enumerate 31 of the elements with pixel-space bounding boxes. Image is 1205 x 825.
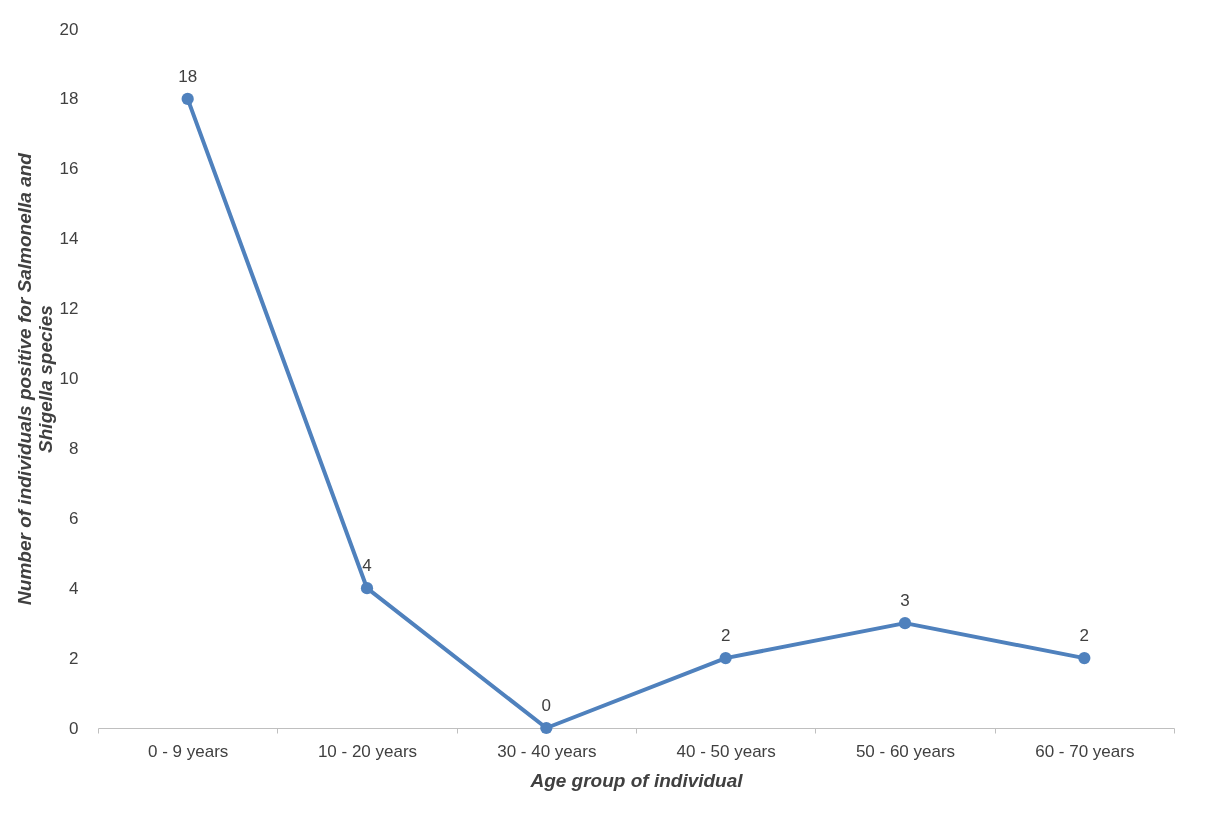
x-tick-label: 50 - 60 years (855, 741, 956, 761)
x-tick-label: 0 - 9 years (148, 741, 229, 761)
y-tick-label: 8 (69, 438, 79, 458)
data-label: 18 (178, 66, 198, 86)
y-axis-title: Number of individuals positive for Salmonella and Shigella species (13, 152, 56, 605)
y-tick-label: 2 (69, 648, 79, 668)
data-label: 0 (541, 696, 552, 715)
y-tick-label: 6 (69, 508, 79, 528)
x-tick-label: 60 - 70 years (1035, 741, 1135, 761)
data-label: 3 (900, 591, 910, 611)
y-tick-label: 18 (59, 89, 79, 109)
point (719, 651, 732, 665)
point (540, 721, 553, 735)
data-label: 4 (362, 556, 372, 576)
y-tick-label: 10 (59, 369, 79, 388)
y-tick-label: 16 (59, 159, 79, 179)
data-label: 2 (1079, 626, 1090, 646)
point (1078, 651, 1091, 665)
y-tick-label: 12 (59, 299, 79, 319)
y-tick-label: 14 (59, 229, 79, 249)
point (360, 582, 374, 595)
x-tick-label: 10 - 20 years (317, 741, 418, 761)
x-tick-label: 30 - 40 years (497, 741, 597, 761)
x-tick-label: 40 - 50 years (676, 741, 776, 761)
y-tick-label: 0 (69, 718, 79, 738)
point (181, 92, 194, 106)
data-label: 2 (720, 626, 731, 646)
x-axis-title: Age group of individual (529, 769, 744, 791)
y-tick-label: 20 (59, 19, 79, 39)
point (898, 617, 912, 630)
y-tick-label: 4 (69, 578, 79, 598)
